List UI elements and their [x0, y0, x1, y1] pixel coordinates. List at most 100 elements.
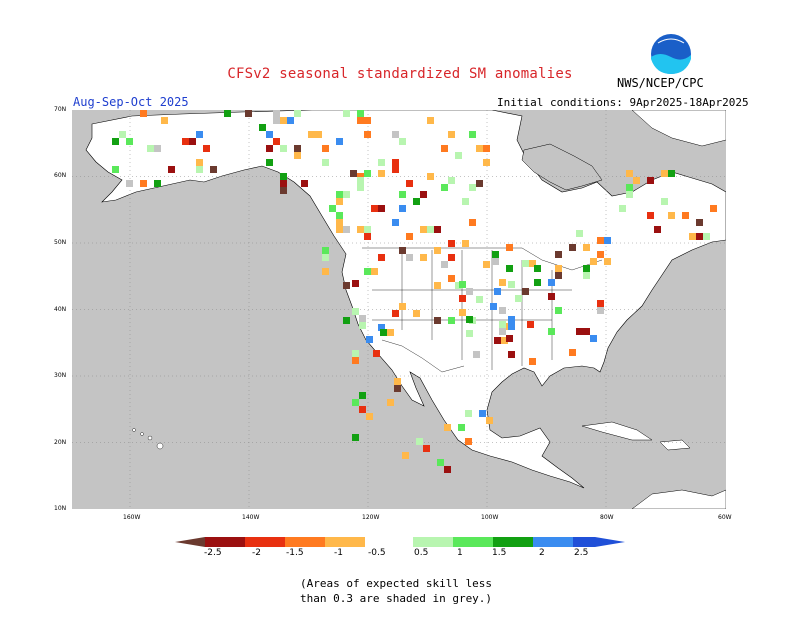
cuba	[581, 421, 653, 441]
anomaly-cell	[515, 295, 522, 302]
anomaly-cell	[287, 117, 294, 124]
anomaly-cell	[399, 191, 406, 198]
lat-label: 30N	[54, 372, 67, 379]
anomaly-cell	[392, 159, 399, 166]
anomaly-cell	[196, 166, 203, 173]
anomaly-cell	[494, 288, 501, 295]
lon-label: 140W	[242, 514, 260, 521]
anomaly-cell	[508, 316, 515, 323]
anomaly-cell	[522, 288, 529, 295]
anomaly-cell	[590, 258, 597, 265]
anomaly-cell	[329, 205, 336, 212]
anomaly-cell	[437, 459, 444, 466]
lat-label: 40N	[54, 306, 67, 313]
legend-tick: 2.5	[574, 548, 589, 558]
legend-tick: 2	[539, 548, 545, 558]
legend-tick: 1	[457, 548, 463, 558]
anomaly-cell	[597, 237, 604, 244]
anomaly-cell	[378, 159, 385, 166]
anomaly-cell	[494, 337, 501, 344]
anomaly-cell	[483, 145, 490, 152]
anomaly-cell	[378, 170, 385, 177]
anomaly-cell	[469, 131, 476, 138]
anomaly-cell	[420, 254, 427, 261]
anomaly-cell	[626, 184, 633, 191]
anomaly-cell	[522, 260, 529, 267]
anomaly-cell	[280, 173, 287, 180]
anomaly-cell	[294, 145, 301, 152]
anomaly-cell	[483, 261, 490, 268]
anomaly-cell	[462, 198, 469, 205]
anomaly-cell	[322, 159, 329, 166]
anomaly-cell	[359, 315, 366, 322]
anomaly-cell	[689, 233, 696, 240]
anomaly-cell	[619, 205, 626, 212]
anomaly-cell	[352, 308, 359, 315]
lat-label: 70N	[54, 106, 67, 113]
anomaly-cell	[399, 247, 406, 254]
anomaly-cell	[499, 328, 506, 335]
anomaly-cell	[423, 445, 430, 452]
greenland	[631, 110, 726, 147]
anomaly-cell	[427, 117, 434, 124]
anomaly-cell	[322, 247, 329, 254]
anomaly-cell	[378, 205, 385, 212]
anomaly-cell	[576, 230, 583, 237]
anomaly-cell	[266, 145, 273, 152]
anomaly-cell	[394, 378, 401, 385]
anomaly-cell	[336, 198, 343, 205]
anomaly-cell	[476, 296, 483, 303]
anomaly-cell	[527, 321, 534, 328]
anomaly-cell	[476, 145, 483, 152]
anomaly-cell	[455, 152, 462, 159]
color-legend	[175, 537, 625, 547]
anomaly-cell	[336, 219, 343, 226]
anomaly-cell	[483, 159, 490, 166]
initial-conditions: Initial conditions: 9Apr2025-18Apr2025	[497, 96, 749, 109]
legend-tick: -0.5	[368, 548, 386, 558]
anomaly-cell	[458, 424, 465, 431]
anomaly-cell	[466, 316, 473, 323]
anomaly-cell	[469, 219, 476, 226]
anomaly-cell	[352, 357, 359, 364]
lat-label: 60N	[54, 172, 67, 179]
anomaly-cell	[357, 110, 364, 117]
anomaly-cell	[548, 279, 555, 286]
anomaly-cell	[597, 300, 604, 307]
anomaly-cell	[357, 173, 364, 180]
anomaly-cell	[359, 406, 366, 413]
anomaly-cell	[371, 205, 378, 212]
anomaly-cell	[119, 131, 126, 138]
skill-note-line: (Areas of expected skill less	[300, 577, 493, 590]
anomaly-cell	[668, 212, 675, 219]
anomaly-cell	[364, 170, 371, 177]
anomaly-cell	[392, 219, 399, 226]
anomaly-cells	[112, 110, 717, 473]
lat-label: 50N	[54, 239, 67, 246]
anomaly-cell	[371, 268, 378, 275]
anomaly-cell	[336, 138, 343, 145]
anomaly-cell	[583, 272, 590, 279]
anomaly-cell	[647, 212, 654, 219]
hudson-bay	[521, 143, 603, 191]
anomaly-cell	[534, 279, 541, 286]
anomaly-cell	[147, 145, 154, 152]
anomaly-cell	[273, 117, 280, 124]
anomaly-cell	[434, 226, 441, 233]
anomaly-cell	[126, 138, 133, 145]
anomaly-cell	[336, 226, 343, 233]
anomaly-cell	[308, 131, 315, 138]
anomaly-cell	[266, 131, 273, 138]
anomaly-cell	[469, 184, 476, 191]
anomaly-cell	[357, 184, 364, 191]
hispaniola	[659, 439, 691, 451]
anomaly-cell	[448, 275, 455, 282]
lon-label: 160W	[123, 514, 141, 521]
lon-label: 60W	[718, 514, 732, 521]
anomaly-cell	[343, 317, 350, 324]
south-america-edge	[631, 489, 726, 509]
legend-swatch	[533, 537, 573, 547]
legend-swatch	[245, 537, 285, 547]
map-title: CFSv2 seasonal standardized SM anomalies	[227, 66, 573, 82]
anomaly-cell	[406, 233, 413, 240]
